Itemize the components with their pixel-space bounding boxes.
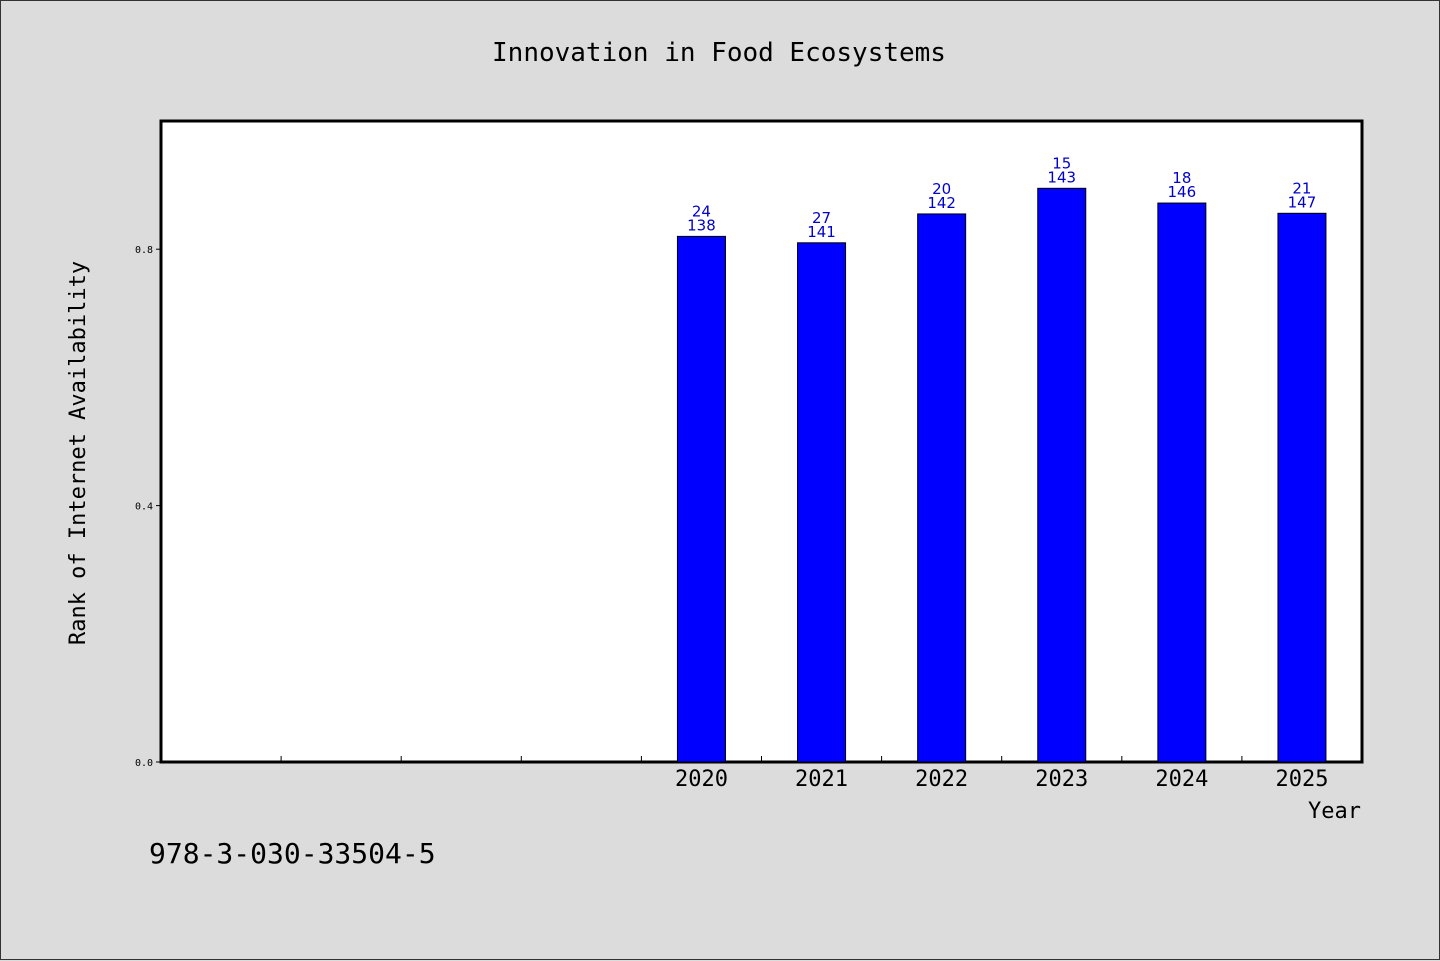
y-axis-label: Rank of Internet Availability [66, 261, 91, 645]
bar-label-top: 20 [932, 180, 951, 198]
bar-label-top: 18 [1172, 169, 1191, 187]
bar [917, 213, 967, 763]
bar-label-top: 21 [1292, 179, 1311, 197]
bar-label-top: 27 [812, 209, 831, 227]
y-tick-label: 0.4 [135, 502, 153, 513]
bar-label-bottom: 141 [807, 223, 836, 241]
bar [1277, 212, 1327, 763]
x-tick-label: 2025 [1275, 767, 1328, 792]
bar-label-top: 15 [1052, 154, 1071, 172]
bar-label-bottom: 146 [1168, 183, 1197, 201]
chart-title: Innovation in Food Ecosystems [492, 38, 946, 68]
bar-label-bottom: 142 [927, 194, 956, 212]
bar-label-bottom: 143 [1047, 168, 1076, 186]
bar [1037, 187, 1087, 763]
y-tick-label: 0.0 [135, 758, 153, 769]
x-axis: 2020 2021 2022 2023 2024 2025 [280, 756, 1328, 792]
x-tick-label: 2023 [1035, 767, 1088, 792]
footer-code: 978-3-030-33504-5 [149, 837, 436, 870]
x-tick-label: 2020 [675, 767, 728, 792]
bar-label-top: 24 [692, 202, 711, 220]
y-axis: 0.0 0.4 0.8 [135, 245, 161, 769]
x-axis-label: Year [1308, 799, 1361, 824]
bar-label-bottom: 147 [1288, 193, 1317, 211]
x-tick-label: 2024 [1155, 767, 1208, 792]
bar-label-bottom: 138 [687, 216, 716, 234]
bar [797, 242, 847, 763]
bar [676, 235, 726, 763]
x-tick-label: 2021 [795, 767, 848, 792]
y-tick-label: 0.8 [135, 245, 153, 256]
x-tick-label: 2022 [915, 767, 968, 792]
bar [1157, 202, 1207, 763]
bar-series [676, 187, 1327, 763]
